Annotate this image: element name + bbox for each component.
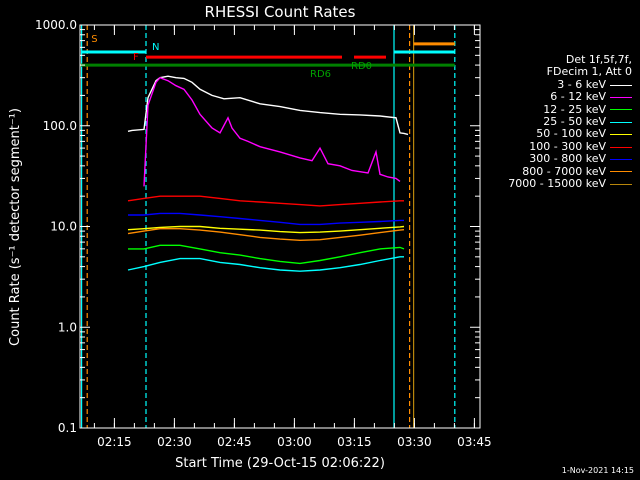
series-line-3	[127, 256, 404, 272]
legend-item-1: 6 - 12 keV	[480, 90, 632, 104]
series-line-6	[128, 212, 404, 226]
series-line-7	[127, 227, 405, 242]
series-line-1	[143, 76, 401, 187]
annotation-rd6: RD6	[310, 69, 331, 80]
x-axis-label: Start Time (29-Oct-15 02:06:22)	[175, 456, 385, 471]
annotation-f: F	[133, 52, 139, 63]
chart-title: RHESSI Count Rates	[205, 3, 356, 21]
legend-header-line-1: Det 1f,5f,7f,	[565, 53, 632, 66]
y-tick-label-1: 1.0	[58, 320, 77, 334]
x-tick-label-4: 03:15	[337, 435, 372, 449]
x-tick-label-3: 03:00	[277, 435, 312, 449]
legend-swatch-0	[610, 84, 632, 86]
legend-item-5: 100 - 300 keV	[480, 139, 632, 153]
legend-item-7: 800 - 7000 keV	[480, 164, 632, 178]
legend-label-0: 3 - 6 keV	[557, 77, 606, 91]
legend: Det 1f,5f,7f, FDecim 1, Att 0 3 - 6 keV 6…	[480, 53, 632, 191]
y-tick-label-0: 0.1	[58, 421, 77, 435]
legend-swatch-8	[610, 183, 632, 185]
annotation-s: S	[91, 34, 97, 45]
y-tick-label-3: 100.0	[43, 119, 77, 133]
series-line-0	[127, 75, 409, 136]
x-tick-label-1: 02:30	[157, 435, 192, 449]
legend-header-line-2: FDecim 1, Att 0	[546, 65, 632, 79]
legend-item-0: 3 - 6 keV	[480, 77, 632, 91]
legend-item-6: 300 - 800 keV	[480, 152, 632, 166]
x-tick-label-0: 02:15	[97, 435, 132, 449]
legend-swatch-6	[610, 158, 632, 160]
x-axis: 02:15 02:30 02:45 03:00 03:15 03:30 03:45	[93, 25, 492, 449]
y-axis: 0.1 1.0 10.0 100.0 1000.0	[35, 18, 480, 435]
annotation-n: N	[152, 42, 159, 53]
legend-item-3: 25 - 50 keV	[480, 115, 632, 129]
series-line-2	[128, 244, 405, 265]
annotations: S N F RD6 RD0	[91, 34, 372, 80]
legend-swatch-1	[610, 96, 632, 98]
generated-timestamp: 1-Nov-2021 14:15	[561, 466, 634, 475]
legend-item-4: 50 - 100 keV	[480, 128, 632, 140]
legend-swatch-5	[610, 146, 632, 148]
legend-label-1: 6 - 12 keV	[550, 90, 606, 104]
legend-label-5: 100 - 300 keV	[529, 139, 606, 153]
legend-swatch-4	[610, 134, 632, 136]
y-axis-label: Count Rate (s⁻¹ detector segment⁻¹)	[8, 108, 23, 346]
legend-label-2: 12 - 25 keV	[543, 102, 606, 116]
legend-swatch-2	[610, 109, 632, 111]
legend-swatch-3	[610, 121, 632, 123]
legend-label-6: 300 - 800 keV	[529, 152, 606, 166]
legend-label-8: 7000 - 15000 keV	[508, 177, 606, 191]
legend-label-3: 25 - 50 keV	[543, 115, 606, 129]
series-line-4	[127, 225, 405, 234]
legend-label-4: 50 - 100 keV	[536, 127, 606, 141]
series-line-5	[127, 195, 404, 207]
y-tick-label-2: 10.0	[50, 220, 77, 234]
x-tick-label-6: 03:45	[457, 435, 492, 449]
legend-swatch-7	[610, 171, 632, 173]
annotation-rd0: RD0	[351, 61, 372, 72]
x-tick-label-5: 03:30	[397, 435, 432, 449]
legend-item-8: 7000 - 15000 keV	[480, 177, 632, 191]
legend-item-2: 12 - 25 keV	[480, 102, 632, 116]
legend-label-7: 800 - 7000 keV	[522, 164, 606, 178]
x-tick-label-2: 02:45	[217, 435, 252, 449]
y-tick-label-4: 1000.0	[35, 18, 77, 32]
